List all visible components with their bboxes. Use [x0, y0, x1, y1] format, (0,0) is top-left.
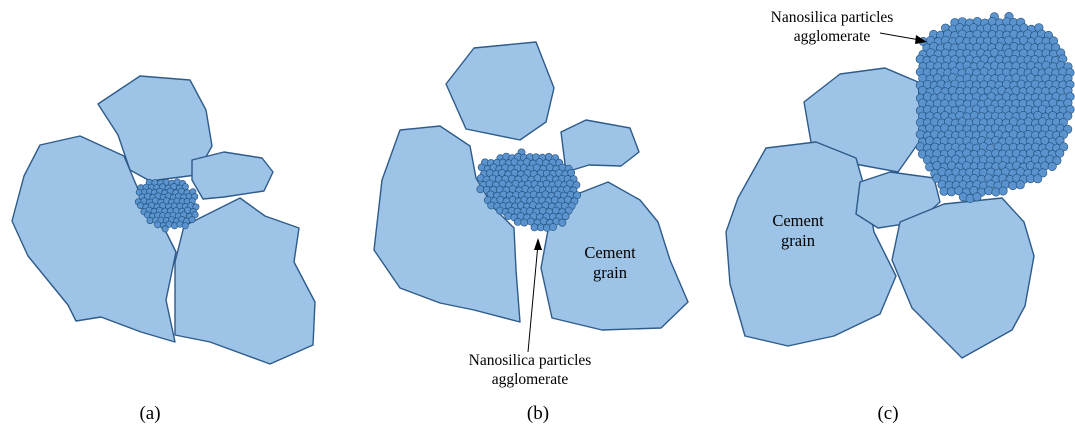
agglomerate-label-b: Nanosilica particles agglomerate	[440, 352, 620, 389]
cement-grain-b-left	[373, 125, 521, 323]
nanosilica-particle	[1047, 162, 1057, 172]
agglomerate-label-b-line2: agglomerate	[491, 370, 569, 388]
nanosilica-particle	[188, 216, 196, 224]
cement-grain-a-small	[191, 151, 274, 200]
nanosilica-particle	[181, 222, 189, 230]
nanosilica-particle	[154, 221, 162, 229]
nanosilica-particle	[1015, 180, 1025, 190]
nanosilica-particle	[1038, 168, 1048, 178]
nanosilica-particle	[946, 187, 956, 197]
nanosilica-particle	[1033, 174, 1043, 184]
agglomerate-arrow-b	[527, 238, 542, 353]
agglomerate-label-c-line1: Nanosilica particles	[770, 9, 894, 26]
nanosilica-particle	[476, 185, 485, 194]
cement-grain-label-b: Cement grain	[570, 243, 650, 283]
nanosilica-particle	[1052, 156, 1062, 166]
cement-grain-b-top	[445, 41, 555, 141]
nanosilica-particle	[520, 218, 529, 227]
cement-grain-b-small	[560, 119, 640, 173]
nanosilica-particle	[998, 186, 1008, 196]
cement-grain-c-left	[725, 141, 897, 347]
nanosilica-agglomerate-b	[476, 148, 581, 232]
nanosilica-particle	[1008, 181, 1018, 191]
panel-label-a: (a)	[139, 403, 161, 424]
nanosilica-particle	[513, 217, 522, 226]
cement-grain-label-b-line1: Cement	[584, 243, 636, 262]
nanosilica-particle	[558, 218, 567, 227]
nanosilica-particle	[972, 192, 982, 202]
nanosilica-particle	[984, 186, 994, 196]
cement-grain-label-c: Cement grain	[758, 211, 838, 251]
nanosilica-particle	[161, 225, 169, 233]
panel-b	[373, 41, 689, 353]
panel-label-c: (c)	[877, 403, 899, 424]
nanosilica-agglomerate-a	[134, 178, 200, 233]
nanosilica-particle	[915, 129, 925, 139]
nanosilica-particle	[561, 212, 570, 221]
agglomerate-label-c: Nanosilica particles agglomerate	[742, 9, 922, 46]
agglomerate-label-b-line1: Nanosilica particles	[468, 352, 592, 369]
cement-grain-label-c-line1: Cement	[772, 211, 824, 230]
agglomerate-arrow-c	[879, 32, 927, 44]
panel-c	[725, 12, 1075, 359]
cement-grain-a-bottom	[174, 197, 316, 365]
cement-grain-a-left	[11, 135, 177, 343]
cement-grain-label-b-line2: grain	[593, 262, 627, 282]
cement-grain-label-c-line2: grain	[781, 230, 815, 250]
cement-grain-b-right	[540, 181, 689, 331]
panel-a	[11, 75, 316, 365]
nanosilica-particle	[1063, 111, 1073, 121]
nanosilica-particle	[549, 223, 557, 231]
agglomerate-label-c-line2: agglomerate	[793, 27, 871, 45]
cement-grain-c-bottom	[891, 197, 1035, 359]
panel-label-b: (b)	[526, 403, 550, 424]
nanosilica-agglomerate-c	[915, 12, 1075, 204]
